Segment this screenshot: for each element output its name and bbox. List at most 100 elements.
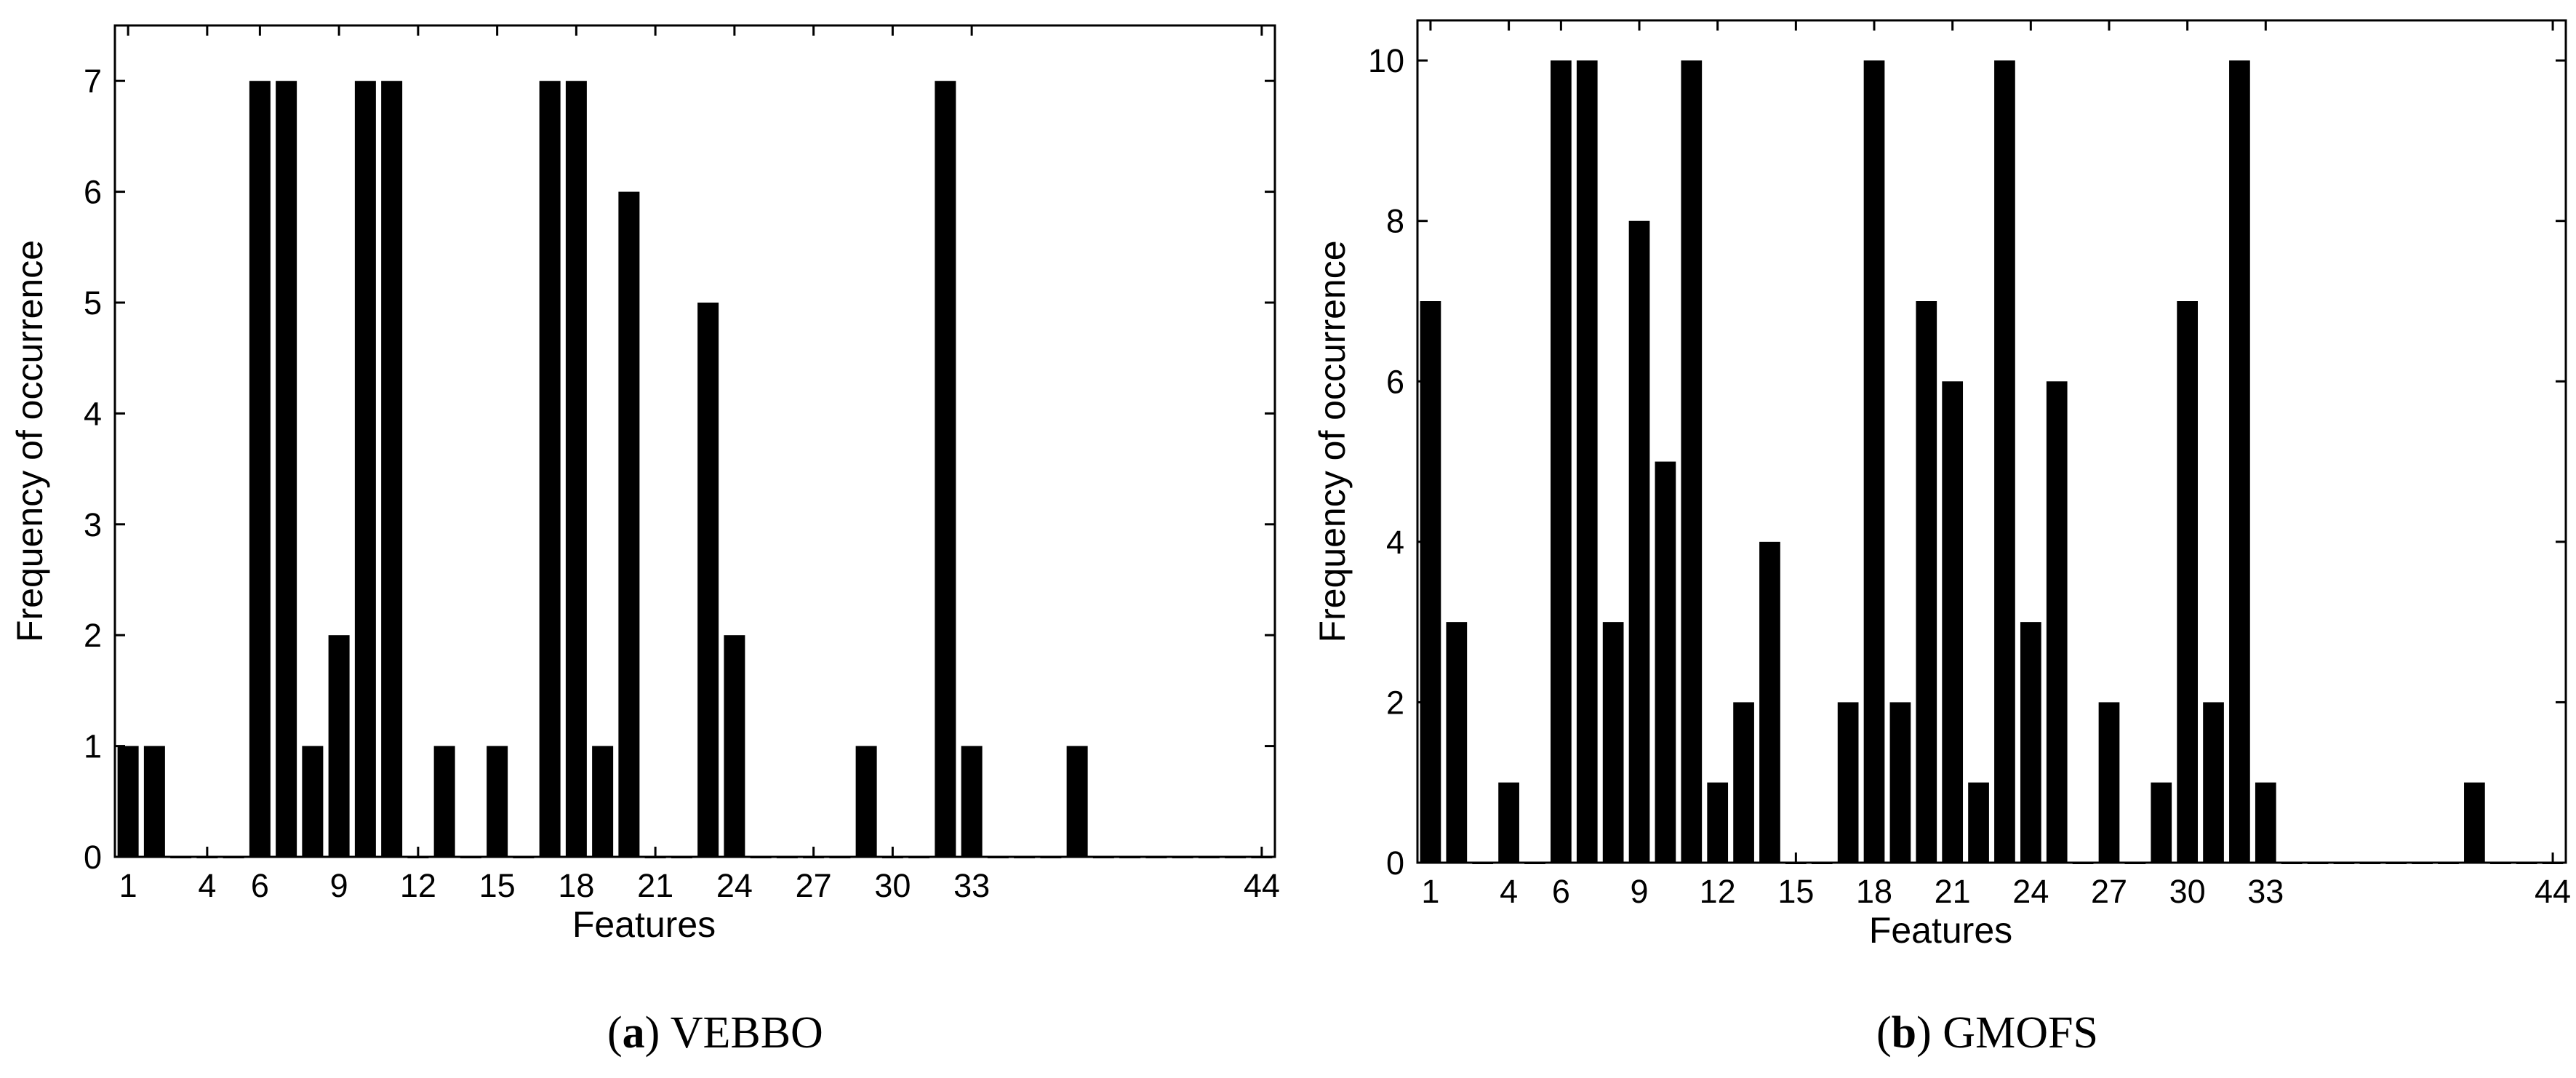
bar-feature-10 bbox=[354, 81, 376, 858]
x-tick-label: 21 bbox=[637, 867, 673, 904]
bar-feature-31 bbox=[2203, 702, 2224, 863]
bar-feature-32 bbox=[2229, 60, 2250, 863]
x-tick-label: 4 bbox=[1500, 873, 1518, 910]
bar-feature-9 bbox=[328, 635, 350, 857]
bar-feature-19 bbox=[592, 746, 614, 857]
caption-a-name: VEBBO bbox=[670, 1008, 823, 1058]
caption-a: (a) VEBBO bbox=[607, 1008, 823, 1058]
bar-feature-23 bbox=[697, 303, 719, 857]
y-tick-label: 6 bbox=[84, 174, 102, 211]
y-tick-label: 1 bbox=[84, 728, 102, 765]
bar-feature-10 bbox=[1655, 461, 1676, 863]
bar-feature-18 bbox=[565, 81, 587, 858]
x-tick-label: 1 bbox=[119, 867, 137, 904]
bar-feature-7 bbox=[276, 81, 297, 858]
x-tick-label: 6 bbox=[1552, 873, 1570, 910]
x-tick-label: 12 bbox=[400, 867, 436, 904]
y-axis-label: Frequency of occurrence bbox=[9, 240, 50, 642]
y-tick-label: 2 bbox=[84, 617, 102, 654]
x-tick-label: 27 bbox=[2091, 873, 2127, 910]
bar-feature-23 bbox=[1994, 60, 2015, 863]
y-tick-label: 10 bbox=[1368, 42, 1404, 79]
bar-feature-2 bbox=[143, 746, 165, 857]
bar-feature-22 bbox=[1968, 782, 1989, 863]
bar-feature-7 bbox=[1576, 60, 1598, 863]
bar-feature-32 bbox=[935, 81, 956, 858]
bar-feature-19 bbox=[1889, 702, 1911, 863]
chart-b: 1 4 6 9 12 15 18 21 24 27 30 33 440246810FeaturesFre… bbox=[1312, 19, 2571, 951]
y-tick-label: 0 bbox=[1386, 845, 1404, 882]
bar-feature-20 bbox=[1916, 301, 1937, 863]
bar-feature-29 bbox=[2151, 782, 2172, 863]
plot-frame bbox=[1416, 19, 2567, 864]
bar-feature-17 bbox=[539, 81, 561, 858]
y-tick-label: 7 bbox=[84, 63, 102, 100]
bar-feature-27 bbox=[2098, 702, 2120, 863]
x-tick-label: 9 bbox=[330, 867, 348, 904]
x-tick-label: 27 bbox=[796, 867, 832, 904]
chart-a: 1 4 6 9 12 15 18 21 24 27 30 33 4401234567FeaturesFr… bbox=[9, 24, 1280, 945]
bar-feature-13 bbox=[433, 746, 455, 857]
bar-feature-17 bbox=[1837, 702, 1859, 863]
bar-feature-30 bbox=[2177, 301, 2199, 863]
bar-feature-11 bbox=[381, 81, 403, 858]
bar-feature-25 bbox=[2046, 381, 2068, 863]
bar-feature-8 bbox=[302, 746, 324, 857]
x-tick-label: 24 bbox=[2012, 873, 2049, 910]
bar-feature-24 bbox=[2020, 622, 2041, 863]
x-tick-label: 30 bbox=[874, 867, 911, 904]
x-tick-label: 44 bbox=[1244, 867, 1280, 904]
bar-feature-20 bbox=[618, 191, 640, 858]
bar-feature-13 bbox=[1733, 702, 1754, 863]
bar-feature-11 bbox=[1681, 60, 1703, 863]
x-tick-label: 30 bbox=[2169, 873, 2206, 910]
y-tick-label: 4 bbox=[1386, 524, 1404, 561]
bar-feature-6 bbox=[1551, 60, 1572, 863]
bar-feature-41 bbox=[2464, 782, 2485, 863]
caption-b: (b) GMOFS bbox=[1876, 1008, 2098, 1058]
x-tick-label: 6 bbox=[251, 867, 269, 904]
bar-feature-33 bbox=[2255, 782, 2276, 863]
bar-feature-21 bbox=[1942, 381, 1964, 863]
x-tick-label: 24 bbox=[716, 867, 753, 904]
x-tick-label: 15 bbox=[479, 867, 516, 904]
bar-feature-2 bbox=[1446, 622, 1468, 863]
bar-feature-4 bbox=[1498, 782, 1519, 863]
caption-b-name: GMOFS bbox=[1943, 1008, 2098, 1058]
y-tick-label: 2 bbox=[1386, 684, 1404, 721]
bar-feature-37 bbox=[1066, 746, 1088, 857]
bar-feature-18 bbox=[1863, 60, 1885, 863]
bar-feature-6 bbox=[249, 81, 271, 858]
x-tick-label: 18 bbox=[1856, 873, 1892, 910]
y-tick-label: 8 bbox=[1386, 203, 1404, 240]
y-tick-label: 5 bbox=[84, 284, 102, 322]
y-tick-label: 3 bbox=[84, 506, 102, 543]
y-tick-label: 4 bbox=[84, 395, 102, 432]
x-axis-label: Features bbox=[572, 904, 716, 945]
x-tick-label: 15 bbox=[1777, 873, 1814, 910]
x-tick-label: 33 bbox=[2247, 873, 2284, 910]
x-tick-label: 33 bbox=[953, 867, 990, 904]
bar-feature-8 bbox=[1602, 622, 1624, 863]
x-tick-label: 4 bbox=[198, 867, 216, 904]
caption-b-letter: b bbox=[1891, 1008, 1917, 1058]
bar-feature-9 bbox=[1628, 220, 1650, 863]
bar-feature-14 bbox=[1759, 541, 1780, 863]
x-tick-label: 1 bbox=[1421, 873, 1439, 910]
y-tick-label: 6 bbox=[1386, 363, 1404, 400]
bar-feature-12 bbox=[1707, 782, 1729, 863]
y-tick-label: 0 bbox=[84, 839, 102, 876]
caption-a-letter: a bbox=[622, 1008, 645, 1058]
x-tick-label: 44 bbox=[2535, 873, 2571, 910]
bar-feature-1 bbox=[117, 746, 139, 857]
bar-feature-29 bbox=[855, 746, 877, 857]
x-axis-label: Features bbox=[1869, 910, 2012, 951]
y-axis-label: Frequency of occurrence bbox=[1312, 240, 1353, 642]
bar-feature-1 bbox=[1420, 301, 1441, 863]
plot-frame bbox=[113, 24, 1276, 858]
bar-feature-15 bbox=[487, 746, 508, 857]
bar-feature-24 bbox=[724, 635, 745, 857]
x-tick-label: 12 bbox=[1700, 873, 1736, 910]
x-tick-label: 21 bbox=[1935, 873, 1971, 910]
bar-feature-33 bbox=[961, 746, 983, 857]
